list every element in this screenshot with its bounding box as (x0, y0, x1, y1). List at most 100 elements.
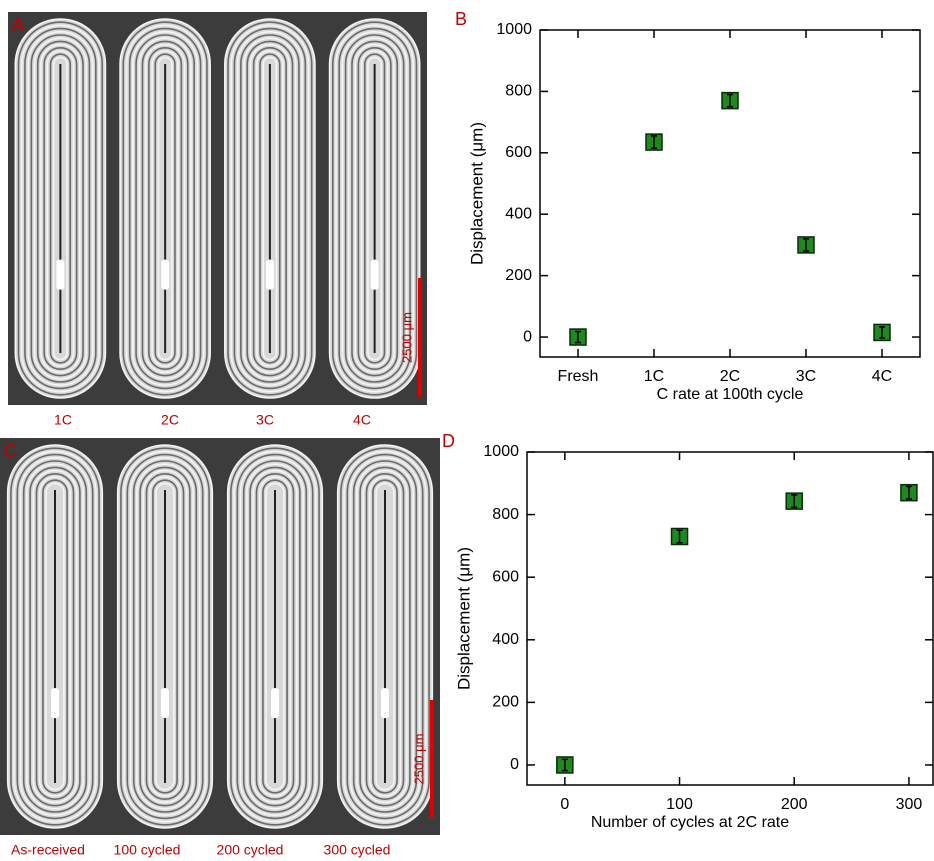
x-axis-label: C rate at 100th cycle (657, 386, 804, 403)
electrode-winding (45, 482, 65, 791)
electrode-winding (328, 18, 421, 399)
electrode-winding (372, 479, 398, 794)
electrode-winding (10, 447, 100, 826)
y-tick-label: 400 (492, 631, 519, 648)
y-tick-label: 200 (505, 267, 532, 284)
electrode-winding (240, 34, 300, 383)
electrode-winding (236, 30, 303, 386)
x-tick-label: 100 (666, 796, 693, 813)
electrode-winding (122, 21, 208, 396)
y-tick-label: 800 (492, 506, 519, 523)
scale-bar-label: 2500 μm (399, 312, 414, 363)
electrode-winding (335, 24, 415, 393)
electrode-winding (243, 37, 297, 380)
electrode-winding (33, 37, 88, 380)
electrode-winding (233, 450, 317, 823)
electrode-winding (331, 21, 418, 396)
electrode-winding (360, 50, 389, 367)
image-caption: 2C (161, 412, 179, 428)
electrode-winding (142, 469, 188, 804)
panel-label: C (4, 441, 17, 461)
electrode-winding (43, 46, 78, 370)
x-tick-label: 300 (896, 796, 923, 813)
electrode-winding (255, 472, 295, 800)
center-pin (271, 688, 279, 719)
center-pin (265, 259, 274, 290)
electrode-winding (29, 466, 81, 807)
electrode-winding (226, 444, 324, 829)
electrode-winding (365, 472, 405, 800)
electrode-winding (256, 50, 284, 367)
electrode-winding (30, 34, 91, 383)
electrode-winding (249, 466, 301, 807)
electrode-winding (227, 21, 313, 396)
electrode-winding (36, 40, 84, 377)
x-axis-label: Number of cycles at 2C rate (591, 814, 789, 831)
electrode-winding (242, 460, 308, 813)
electrode-winding (152, 479, 178, 794)
electrode-winding (19, 456, 91, 816)
electrode-winding (230, 24, 310, 393)
y-tick-label: 800 (505, 83, 532, 100)
electrode-winding (338, 27, 411, 390)
scale-bar-label: 2500 μm (411, 734, 426, 785)
electrode-winding (252, 46, 287, 370)
electrode-winding (126, 453, 204, 820)
electrode-winding (132, 460, 198, 813)
electrode-winding (347, 37, 402, 380)
electrode-winding (246, 463, 304, 810)
y-tick-label: 1000 (483, 443, 519, 460)
electrode-winding (262, 56, 278, 361)
electrode-winding (340, 447, 430, 826)
y-tick-label: 400 (505, 205, 532, 222)
panel-label: D (442, 431, 455, 451)
x-tick-label: 4C (872, 368, 892, 385)
electrode-winding (14, 18, 107, 399)
electrode-winding (367, 56, 383, 361)
electrode-winding (157, 56, 173, 361)
center-pin (161, 259, 170, 290)
x-tick-label: 3C (796, 368, 816, 385)
electrode-winding (349, 456, 421, 816)
image-caption: 4C (353, 412, 371, 428)
image-caption: 300 cycled (324, 842, 391, 858)
electrode-winding (132, 30, 199, 386)
electrode-winding (35, 472, 75, 800)
electrode-winding (136, 463, 194, 810)
electrode-winding (49, 53, 72, 364)
electrode-winding (139, 466, 191, 807)
electrode-winding (233, 27, 307, 390)
x-tick-label: 2C (720, 368, 740, 385)
electrode-winding (346, 453, 424, 820)
plot-frame (526, 451, 934, 786)
electrode-winding (368, 476, 402, 797)
image-caption: As-received (11, 842, 85, 858)
electrode-winding (236, 453, 314, 820)
center-pin (370, 259, 379, 290)
electrode-winding (249, 43, 291, 374)
electrode-winding (38, 476, 72, 797)
electrode-winding (22, 460, 88, 813)
electrode-winding (16, 453, 94, 820)
y-axis-label: Displacement (μm) (467, 122, 486, 265)
electrode-winding (154, 53, 176, 364)
electrode-winding (343, 450, 427, 823)
y-tick-label: 600 (492, 568, 519, 585)
electrode-winding (352, 460, 418, 813)
electrode-winding (27, 30, 94, 386)
electrode-winding (363, 53, 386, 364)
electrode-winding (40, 43, 81, 374)
electrode-winding (224, 18, 316, 399)
electrode-winding (32, 469, 78, 804)
y-tick-label: 600 (505, 144, 532, 161)
electrode-winding (148, 476, 182, 797)
center-pin (381, 688, 389, 719)
electrode-winding (145, 472, 185, 800)
electrode-winding (120, 447, 210, 826)
electrode-winding (246, 40, 294, 377)
y-tick-label: 1000 (496, 21, 532, 38)
center-pin (51, 688, 59, 719)
y-tick-label: 200 (492, 694, 519, 711)
